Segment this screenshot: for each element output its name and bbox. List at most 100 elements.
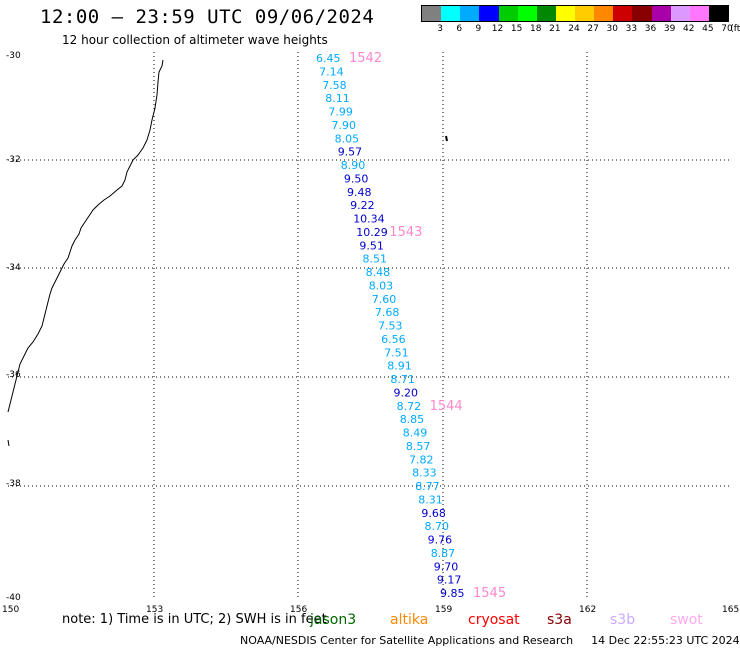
wave-height-value: 8.49	[403, 427, 428, 440]
time-markers: 1542 1543 1544 1545	[7, 51, 506, 601]
wave-height-value: 8.87	[431, 547, 456, 560]
axis-labels: -30 -32 -34 -36 -38 -40 150 153 156 159 162 165	[2, 51, 739, 615]
legend-swatch	[422, 6, 442, 21]
wave-height-value: 7.82	[409, 453, 434, 466]
legend-swatch	[670, 6, 690, 21]
wave-height-value: 7.99	[328, 106, 353, 119]
legend-swatch	[441, 6, 461, 21]
satellite-legend-item: jason3	[310, 612, 357, 628]
wave-height-value: 9.57	[338, 146, 363, 159]
wave-height-value: 8.72	[397, 400, 422, 413]
latitude-label: -30	[6, 51, 21, 61]
latitude-label: -38	[6, 479, 21, 489]
credit-text: NOAA/NESDIS Center for Satellite Applica…	[240, 634, 574, 647]
map-subtitle: 12 hour collection of altimeter wave hei…	[62, 33, 328, 47]
credit-line: NOAA/NESDIS Center for Satellite Applica…	[240, 634, 740, 647]
satellite-legend-item: s3b	[610, 612, 636, 628]
wave-height-value: 8.77	[415, 480, 440, 493]
legend-tick-label: 70	[721, 24, 733, 34]
latitude-label: -36	[6, 370, 21, 380]
wave-height-value: 8.31	[418, 493, 443, 506]
legend-tick-label: 42	[683, 24, 695, 34]
lat-lon-grid	[8, 52, 732, 598]
wave-height-value: 9.85	[440, 587, 465, 600]
latitude-label: -32	[6, 155, 21, 165]
wave-height-value: 9.51	[359, 239, 384, 252]
wave-height-labels: 6.457.147.588.117.997.908.059.578.909.50…	[316, 52, 465, 600]
wave-height-value: 7.68	[375, 306, 400, 319]
wave-height-value: 8.85	[400, 413, 425, 426]
legend-swatch	[517, 6, 537, 21]
legend-tick-label: 12	[491, 24, 504, 34]
island-mark	[7, 439, 10, 447]
wave-height-value: 8.71	[390, 373, 415, 386]
footer-note: note: 1) Time is in UTC; 2) SWH is in fe…	[62, 612, 327, 627]
wave-height-value: 8.57	[406, 440, 431, 453]
wave-height-value: 9.20	[394, 386, 419, 399]
satellite-legend-item: s3a	[547, 612, 572, 628]
wave-height-value: 9.68	[421, 507, 446, 520]
wave-height-value: 8.11	[325, 92, 350, 105]
wave-height-value: 6.45	[316, 52, 341, 65]
wave-height-value: 9.70	[434, 560, 459, 573]
generation-timestamp: 14 Dec 22:55:23 UTC 2024	[591, 634, 740, 647]
longitude-label: 159	[435, 605, 452, 615]
legend-color-bar	[421, 5, 729, 22]
wave-height-value: 8.03	[369, 279, 394, 292]
wave-height-value: 8.90	[341, 159, 366, 172]
wave-height-value: 7.58	[322, 79, 347, 92]
legend-swatch	[575, 6, 595, 21]
wave-height-value: 9.76	[428, 534, 453, 547]
legend-tick-label: 18	[530, 24, 542, 34]
wave-height-value: 7.90	[332, 119, 357, 132]
wave-height-value: 10.29	[356, 226, 388, 239]
longitude-label: 165	[722, 605, 739, 615]
time-marker: 1544	[430, 399, 463, 414]
wave-height-value: 7.60	[372, 293, 397, 306]
legend-tick-label: 21	[549, 24, 561, 34]
legend-tick-label: 39	[663, 24, 676, 34]
legend-tick-label: 24	[568, 24, 580, 34]
legend-tick-label: 45	[702, 24, 714, 34]
legend-swatch	[689, 6, 709, 21]
wave-height-value: 8.51	[363, 253, 388, 266]
time-marker: 1543	[389, 225, 422, 240]
legend-swatch	[632, 6, 652, 21]
island-mark	[445, 135, 448, 142]
legend-swatch	[460, 6, 480, 21]
wave-height-value: 6.56	[381, 333, 406, 346]
legend-swatch	[555, 6, 575, 21]
latitude-label: -40	[6, 593, 21, 603]
legend-tick-label: 9	[475, 24, 482, 34]
time-marker: 1542	[349, 51, 382, 66]
legend-tick-label: 15	[510, 24, 523, 34]
legend-swatch	[536, 6, 556, 21]
satellite-legend-item: altika	[390, 612, 429, 628]
map-title: 12:00 – 23:59 UTC 09/06/2024	[40, 6, 375, 28]
latitude-label: -34	[6, 263, 21, 273]
legend-swatch	[479, 6, 499, 21]
legend-tick-label: 30	[606, 24, 618, 34]
longitude-label: 153	[146, 605, 163, 615]
legend-tick-label: 3	[437, 24, 443, 34]
longitude-label: 150	[2, 605, 19, 615]
satellite-legend-item: swot	[670, 612, 703, 628]
legend-swatch	[498, 6, 518, 21]
wave-height-value: 8.33	[412, 467, 437, 480]
legend-swatch	[594, 6, 614, 21]
legend-swatch	[708, 6, 728, 21]
wave-height-value: 8.91	[387, 360, 412, 373]
satellite-legend-item: cryosat	[468, 612, 520, 628]
wave-height-value: 9.50	[344, 172, 369, 185]
legend-unit: (ft)	[730, 24, 740, 34]
wave-height-value: 8.05	[335, 132, 360, 145]
wave-height-value: 8.48	[366, 266, 391, 279]
longitude-label: 162	[579, 605, 596, 615]
wave-height-value: 8.70	[425, 520, 450, 533]
legend-swatch	[651, 6, 671, 21]
wave-height-value: 7.51	[384, 346, 409, 359]
wave-height-value: 10.34	[353, 213, 385, 226]
